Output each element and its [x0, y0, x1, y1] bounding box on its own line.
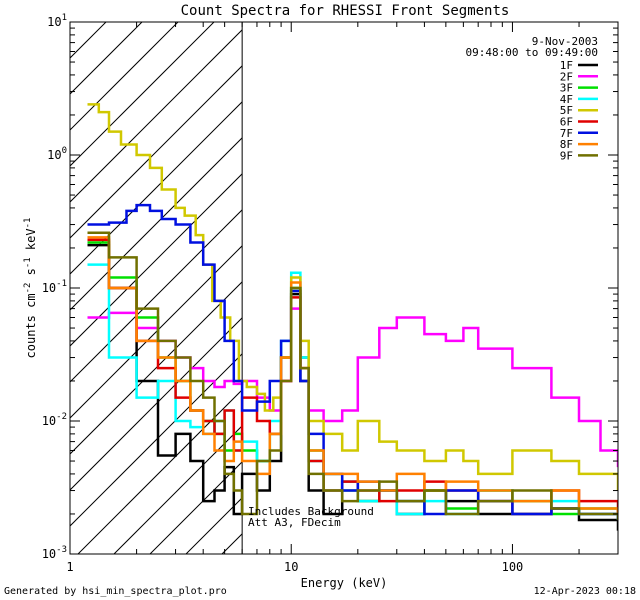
x-tick-label: 1	[66, 560, 73, 574]
series-line-9F	[87, 231, 618, 520]
y-label-sup-b: -1	[23, 257, 33, 268]
axis-ticks: 1 10 100 10-3 10-2 10-1 100 101	[42, 13, 619, 574]
y-tick-label: 10-1	[42, 279, 67, 295]
y-label-sup-a: -2	[23, 283, 33, 294]
hatch-line	[70, 281, 243, 455]
hatch-line	[70, 137, 243, 311]
hatch-line	[70, 22, 215, 167]
y-tick-label: 10-3	[42, 545, 67, 561]
hatch-line	[149, 461, 243, 554]
legend-label-8F: 8F	[560, 138, 573, 151]
footer-timestamp: 12-Apr-2023 00:18	[534, 586, 636, 597]
series-layer	[87, 103, 618, 531]
hatch-line	[77, 389, 243, 554]
x-axis-label: Energy (keV)	[301, 576, 388, 590]
chart-title: Count Spectra for RHESSI Front Segments	[181, 3, 510, 19]
hatch-line	[70, 29, 243, 203]
hatch-line	[70, 101, 243, 275]
y-label-part-c: keV	[24, 228, 38, 257]
hatch-line	[70, 245, 243, 419]
y-label-sup-c: -1	[23, 218, 33, 229]
legend-label-4F: 4F	[560, 93, 573, 106]
y-label-part-a: counts cm	[24, 293, 38, 358]
y-axis-label: counts cm-2 s-1 keV-1	[23, 218, 38, 359]
legend-label-1F: 1F	[560, 59, 573, 72]
legend-label-7F: 7F	[560, 127, 573, 140]
hatch-line	[70, 353, 243, 527]
hatch-line	[221, 533, 243, 554]
legend-label-5F: 5F	[560, 104, 573, 117]
y-label-part-b: s	[24, 268, 38, 282]
hatch-line	[70, 317, 243, 491]
x-tick-label: 10	[284, 560, 298, 574]
x-tick-label: 100	[502, 560, 524, 574]
footer-generated-by: Generated by hsi_min_spectra_plot.pro	[4, 586, 227, 597]
series-line-5F	[87, 103, 618, 491]
annotation-line-1: Includes Background	[248, 505, 374, 518]
series-line-1F	[87, 243, 618, 531]
legend-label-3F: 3F	[560, 82, 573, 95]
time-range-label: 09:48:00 to 09:49:00	[466, 46, 598, 59]
series-line-2F	[87, 307, 618, 468]
annotation-line-2: Att A3, FDecim	[248, 516, 341, 529]
legend-label-6F: 6F	[560, 116, 573, 129]
series-line-8F	[87, 236, 618, 514]
legend-label-2F: 2F	[560, 70, 573, 83]
hatch-line	[70, 65, 243, 239]
y-tick-label: 100	[47, 146, 67, 162]
date-label: 9-Nov-2003	[532, 35, 598, 48]
legend-label-9F: 9F	[560, 149, 573, 162]
y-tick-label: 101	[47, 13, 67, 29]
y-tick-label: 10-2	[42, 412, 67, 428]
hatch-line	[70, 22, 179, 131]
hatch-line	[70, 209, 243, 383]
